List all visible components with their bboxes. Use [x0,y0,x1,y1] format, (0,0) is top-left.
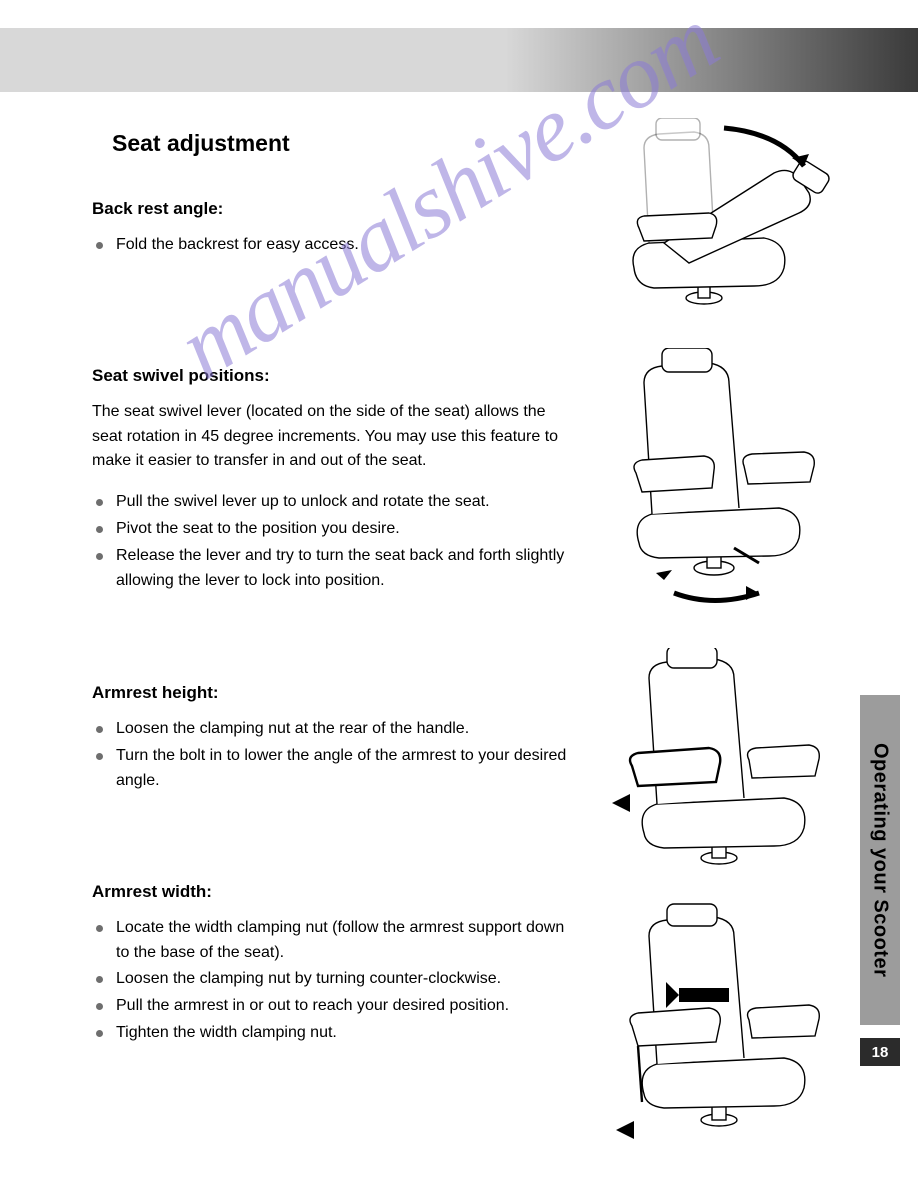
bullet-list: Pull the swivel lever up to unlock and r… [92,490,572,593]
list-item: Loosen the clamping nut by turning count… [92,967,572,992]
list-item: Turn the bolt in to lower the angle of t… [92,744,572,794]
page-number: 18 [860,1038,900,1066]
section-heading: Back rest angle: [92,199,572,219]
seat-illustration [594,118,834,318]
section-tab-label: Operating your Scooter [869,743,892,977]
section-backrest: Back rest angle: Fold the backrest for e… [92,199,572,258]
figure-armrest-width [594,902,834,1142]
section-heading: Armrest width: [92,882,572,902]
bullet-list: Loosen the clamping nut at the rear of t… [92,717,572,793]
section-intro: The seat swivel lever (located on the si… [92,400,572,474]
header-rule [38,100,628,102]
list-item: Pull the armrest in or out to reach your… [92,994,572,1019]
seat-illustration [594,648,834,878]
figure-backrest-fold [594,118,834,318]
list-item: Release the lever and try to turn the se… [92,544,572,594]
figure-armrest-height [594,648,834,878]
page-title: Seat adjustment [112,130,572,157]
list-item: Loosen the clamping nut at the rear of t… [92,717,572,742]
section-heading: Armrest height: [92,683,572,703]
section-tab: Operating your Scooter [860,695,900,1025]
list-item: Locate the width clamping nut (follow th… [92,916,572,966]
main-content: Seat adjustment Back rest angle: Fold th… [92,130,572,1104]
list-item: Tighten the width clamping nut. [92,1021,572,1046]
section-swivel: Seat swivel positions: The seat swivel l… [92,366,572,594]
list-item: Fold the backrest for easy access. [92,233,572,258]
figure-swivel [594,348,834,608]
seat-illustration [594,902,834,1142]
section-armrest-height: Armrest height: Loosen the clamping nut … [92,683,572,793]
bullet-list: Locate the width clamping nut (follow th… [92,916,572,1046]
list-item: Pivot the seat to the position you desir… [92,517,572,542]
section-heading: Seat swivel positions: [92,366,572,386]
list-item: Pull the swivel lever up to unlock and r… [92,490,572,515]
seat-illustration [594,348,834,608]
header-bar [0,28,918,92]
bullet-list: Fold the backrest for easy access. [92,233,572,258]
section-armrest-width: Armrest width: Locate the width clamping… [92,882,572,1046]
